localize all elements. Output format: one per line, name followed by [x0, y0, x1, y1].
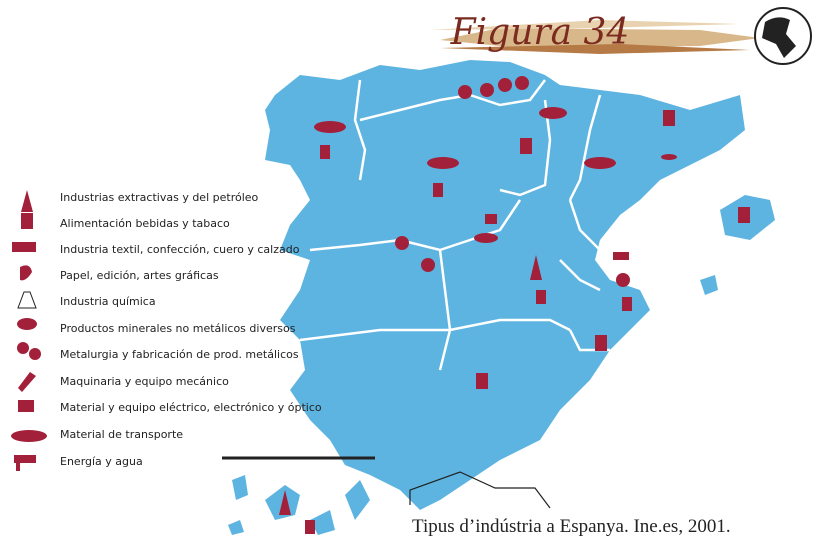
legend-label: Papel, edición, artes gráficas — [60, 269, 219, 282]
legend-label: Industria química — [60, 295, 156, 308]
legend-icons — [11, 190, 47, 471]
legend-label: Energía y agua — [60, 455, 143, 468]
legend-label: Productos minerales no metálicos diverso… — [60, 322, 296, 335]
legend-label: Metalurgia y fabricación de prod. metáli… — [60, 348, 299, 361]
caption: Tipus d’indústria a Espanya. Ine.es, 200… — [412, 516, 731, 537]
legend: Industrias extractivas y del petróleo Al… — [11, 190, 322, 471]
legend-label: Material de transporte — [60, 428, 183, 441]
legend-label: Industria textil, confección, cuero y ca… — [60, 243, 300, 256]
header: Figura 34 — [430, 7, 812, 65]
legend-label: Alimentación bebidas y tabaco — [60, 217, 230, 230]
legend-label: Material y equipo eléctrico, electrónico… — [60, 401, 322, 414]
map — [222, 60, 775, 535]
figure-title: Figura 34 — [450, 12, 630, 53]
legend-label: Industrias extractivas y del petróleo — [60, 191, 259, 204]
map-icons — [279, 76, 750, 534]
legend-label: Maquinaria y equipo mecánico — [60, 375, 229, 388]
